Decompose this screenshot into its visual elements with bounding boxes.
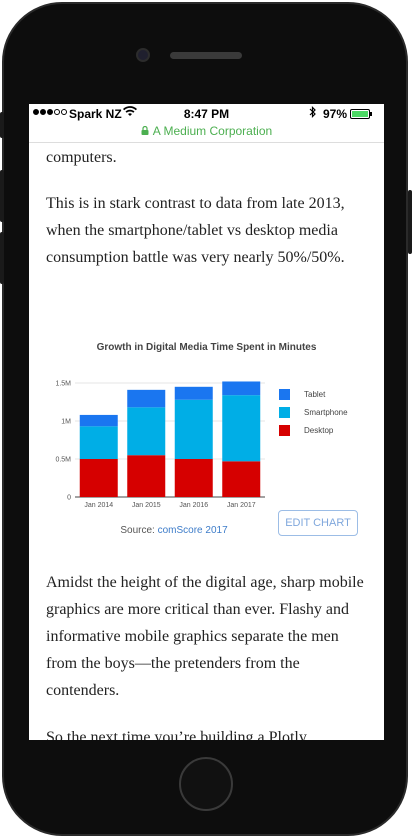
y-tick-label: 1M — [61, 419, 71, 426]
edit-chart-button[interactable]: EDIT CHART — [278, 510, 358, 536]
x-tick-label: Jan 2016 — [179, 502, 208, 509]
volume-down-button — [0, 232, 4, 284]
url-bar[interactable]: A Medium Corporation — [29, 124, 384, 142]
paragraph-fragment: computers. — [46, 149, 117, 166]
bluetooth-icon — [309, 106, 317, 121]
clock: 8:47 PM — [183, 107, 230, 121]
bar-segment-desktop — [79, 459, 118, 497]
y-tick-label: 1.5M — [55, 381, 71, 388]
battery-percent: 97% — [323, 107, 348, 121]
home-button[interactable] — [179, 757, 233, 811]
bar-segment-desktop — [127, 455, 166, 497]
bar-segment-desktop — [174, 459, 213, 497]
paragraph: This is in stark contrast to data from l… — [46, 195, 345, 266]
legend-item[interactable]: Desktop — [279, 421, 348, 439]
legend-item[interactable]: Smartphone — [279, 403, 348, 421]
y-tick-label: 0 — [67, 495, 71, 502]
bar-segment-tablet — [222, 381, 261, 396]
bar-segment-tablet — [174, 386, 213, 400]
legend-label: Smartphone — [304, 407, 348, 417]
bar-segment-tablet — [127, 389, 166, 408]
bar-segment-smartphone — [127, 407, 166, 456]
lock-icon — [141, 125, 149, 138]
bar-segment-tablet — [79, 414, 118, 427]
volume-up-button — [0, 170, 4, 222]
front-camera — [136, 48, 150, 62]
stacked-bar-chart[interactable]: 0 0.5M 1M 1.5M Jan 2014 Jan 2015 Jan 2016 Jan 2… — [37, 367, 327, 515]
signal-icon — [33, 109, 67, 115]
x-tick-label: Jan 2015 — [132, 502, 161, 509]
battery-icon — [350, 109, 370, 119]
url-site-label: A Medium Corporation — [152, 124, 273, 138]
bar-segment-smartphone — [79, 426, 118, 459]
y-tick-label: 0.5M — [55, 457, 71, 464]
x-tick-label: Jan 2014 — [84, 502, 113, 509]
chart-legend[interactable]: Tablet Smartphone Desktop — [279, 385, 348, 439]
status-bar: Spark NZ 8:47 PM 97% — [29, 104, 384, 124]
legend-swatch — [279, 424, 290, 436]
chart-source: Source: comScore 2017 — [29, 525, 319, 536]
carrier-name: Spark NZ — [69, 107, 122, 121]
legend-swatch — [279, 406, 290, 418]
bar-segment-smartphone — [174, 399, 213, 459]
legend-item[interactable]: Tablet — [279, 385, 348, 403]
paragraph: Amidst the height of the digital age, sh… — [46, 574, 364, 699]
wifi-icon — [123, 106, 137, 120]
power-button — [408, 190, 412, 254]
bar-segment-desktop — [222, 461, 261, 497]
legend-label: Tablet — [304, 389, 326, 399]
legend-swatch — [279, 388, 290, 400]
chart-title: Growth in Digital Media Time Spent in Mi… — [96, 342, 317, 353]
source-prefix: Source: — [120, 525, 158, 536]
source-link[interactable]: comScore 2017 — [157, 525, 228, 536]
x-tick-label: Jan 2017 — [227, 502, 256, 509]
screen: Spark NZ 8:47 PM 97% A Medium Corporatio… — [29, 104, 384, 740]
earpiece-speaker — [170, 52, 242, 59]
battery-tip — [370, 112, 372, 116]
bar-segment-smartphone — [222, 395, 261, 462]
url-bar-divider — [29, 142, 384, 143]
paragraph-cutoff: So the next time you’re building a Plotl… — [46, 729, 307, 740]
mute-switch — [0, 112, 4, 138]
legend-label: Desktop — [304, 425, 334, 435]
